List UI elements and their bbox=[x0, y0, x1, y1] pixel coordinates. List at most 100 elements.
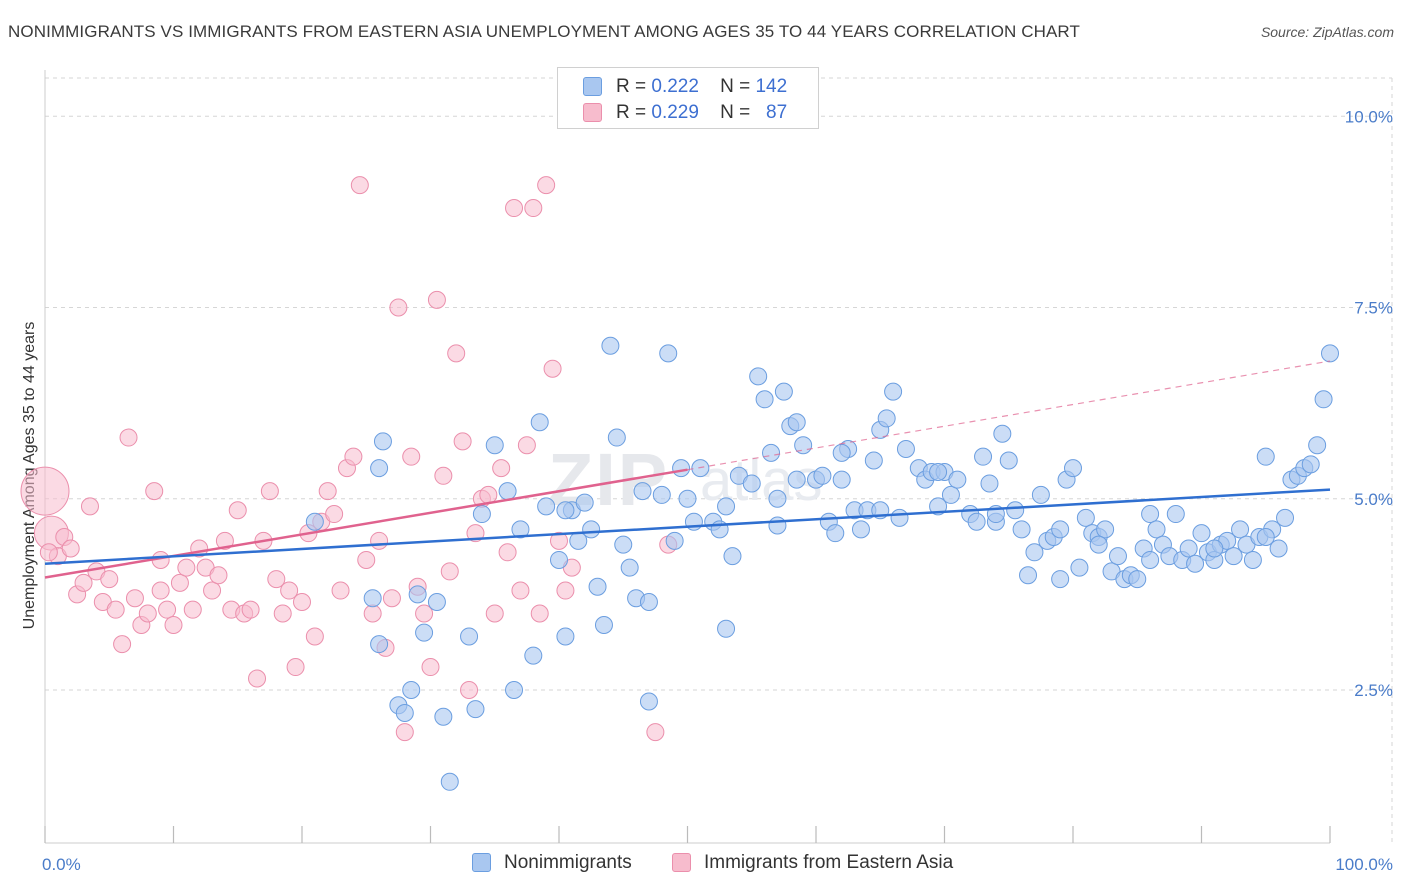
blue-point bbox=[639, 593, 658, 612]
blue-point bbox=[1025, 543, 1044, 562]
pink-point bbox=[350, 176, 369, 195]
blue-point bbox=[884, 382, 903, 401]
blue-point bbox=[967, 512, 986, 531]
blue-point bbox=[1186, 554, 1205, 573]
blue-point bbox=[460, 627, 479, 646]
blue-point bbox=[582, 520, 601, 539]
blue-point bbox=[1006, 501, 1025, 520]
blue-point bbox=[665, 531, 684, 550]
blue-point bbox=[594, 615, 613, 634]
blue-point bbox=[1205, 539, 1224, 558]
legend-n-label: N = bbox=[720, 76, 751, 97]
blue-point bbox=[601, 336, 620, 355]
y-tick-label: 2.5% bbox=[1354, 681, 1393, 700]
pink-point bbox=[260, 482, 279, 501]
blue-point bbox=[440, 772, 459, 791]
pink-point bbox=[273, 604, 292, 623]
blue-point bbox=[999, 451, 1018, 470]
blue-point bbox=[1231, 520, 1250, 539]
pink-point bbox=[158, 600, 177, 619]
blue-point bbox=[305, 512, 324, 531]
bottom-legend-swatch-pink bbox=[672, 853, 691, 872]
pink-point bbox=[331, 581, 350, 600]
blue-point bbox=[524, 646, 543, 665]
blue-point bbox=[511, 520, 530, 539]
series-immigrants-points bbox=[20, 176, 678, 742]
blue-point bbox=[1166, 505, 1185, 524]
blue-point bbox=[974, 447, 993, 466]
pink-point bbox=[505, 199, 524, 218]
legend: R = 0.222 N = 142 R = 0.229 N = 87 bbox=[557, 67, 819, 129]
pink-point bbox=[170, 573, 189, 592]
series-nonimmigrants-points bbox=[305, 336, 1339, 791]
pink-point bbox=[74, 573, 93, 592]
blue-point bbox=[498, 482, 517, 501]
blue-point bbox=[1141, 505, 1160, 524]
blue-point bbox=[408, 585, 427, 604]
blue-point bbox=[1031, 485, 1050, 504]
blue-point bbox=[762, 443, 781, 462]
pink-point bbox=[511, 581, 530, 600]
pink-point bbox=[460, 681, 479, 699]
blue-point bbox=[485, 436, 504, 455]
blue-point bbox=[787, 470, 806, 489]
blue-point bbox=[1269, 539, 1288, 558]
blue-point bbox=[434, 707, 453, 726]
blue-point bbox=[402, 681, 421, 699]
blue-point bbox=[363, 589, 382, 608]
blue-point bbox=[768, 516, 787, 535]
pink-point bbox=[183, 600, 202, 619]
blue-point bbox=[1141, 550, 1160, 569]
pink-point bbox=[106, 600, 125, 619]
blue-point bbox=[1314, 390, 1333, 409]
pink-point bbox=[395, 723, 414, 742]
y-tick-label: 7.5% bbox=[1354, 299, 1393, 318]
blue-point bbox=[633, 482, 652, 501]
blue-point bbox=[588, 577, 607, 596]
blue-point bbox=[505, 681, 524, 699]
blue-point bbox=[620, 558, 639, 577]
pink-point bbox=[427, 290, 446, 309]
blue-point bbox=[768, 489, 787, 508]
blue-point bbox=[427, 593, 446, 612]
chart-title: NONIMMIGRANTS VS IMMIGRANTS FROM EASTERN… bbox=[8, 22, 1080, 41]
blue-point bbox=[373, 432, 392, 451]
pink-point bbox=[209, 566, 228, 585]
pink-point bbox=[267, 570, 286, 589]
bottom-legend-swatch-blue bbox=[472, 853, 491, 872]
pink-point bbox=[485, 604, 504, 623]
legend-r-label: R = bbox=[616, 102, 647, 123]
x-tick-labels: 0.0% 100.0% bbox=[42, 855, 1393, 874]
legend-swatch-blue bbox=[583, 77, 602, 96]
blue-point bbox=[1301, 455, 1320, 474]
pink-point bbox=[125, 589, 144, 608]
pink-point bbox=[248, 669, 267, 688]
blue-point bbox=[1256, 447, 1275, 466]
pink-point bbox=[543, 359, 562, 378]
pink-point bbox=[203, 581, 222, 600]
blue-point bbox=[723, 547, 742, 566]
blue-point bbox=[550, 550, 568, 569]
blue-point bbox=[1192, 524, 1211, 543]
blue-point bbox=[537, 497, 556, 516]
pink-point bbox=[80, 497, 99, 516]
blue-point bbox=[1070, 558, 1089, 577]
blue-point bbox=[832, 443, 851, 462]
y-tick-labels: 2.5% 5.0% 7.5% 10.0% bbox=[1345, 107, 1393, 700]
pink-point bbox=[241, 600, 260, 619]
blue-point bbox=[813, 466, 832, 485]
pink-point bbox=[138, 604, 157, 623]
blue-point bbox=[1108, 547, 1127, 566]
blue-point bbox=[652, 485, 671, 504]
blue-point bbox=[1096, 520, 1115, 539]
blue-trend-line bbox=[44, 488, 1331, 566]
blue-point bbox=[826, 524, 845, 543]
pink-point bbox=[498, 543, 517, 562]
blue-point bbox=[1019, 566, 1038, 585]
blue-point bbox=[749, 367, 768, 386]
pink-point bbox=[145, 482, 164, 501]
pink-point bbox=[113, 635, 132, 654]
blue-point bbox=[659, 344, 678, 363]
blue-point bbox=[466, 700, 485, 719]
